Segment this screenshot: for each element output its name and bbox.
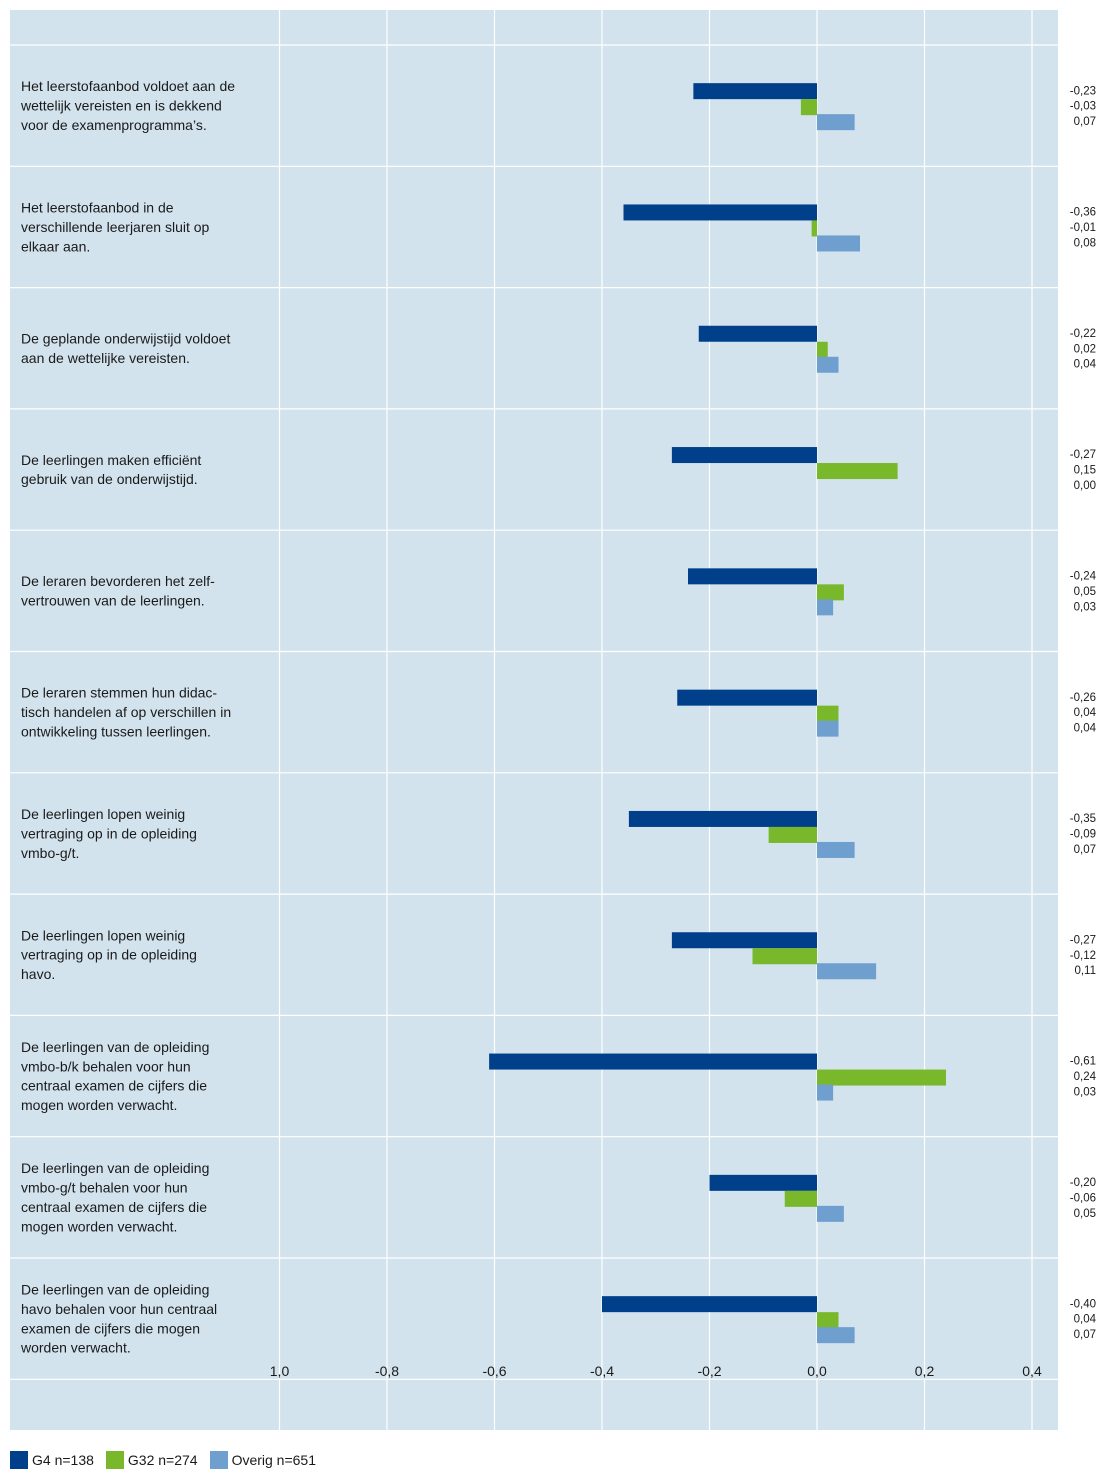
value-label-g4: -0,27 [1070,934,1096,946]
bar-g32 [784,1190,817,1207]
value-label-g4: -0,61 [1070,1056,1096,1068]
legend-swatch-g32 [105,1451,124,1469]
x-tick-label: -0,2 [697,1363,721,1379]
value-label-g4: -0,24 [1070,570,1097,582]
value-label-g4: -0,23 [1070,85,1096,97]
value-label-g32: 0,02 [1074,343,1096,355]
category-label: De geplande onderwijstijd voldoet aan de … [21,330,230,365]
bar-g4 [698,325,817,342]
legend-label-g4: G4 n=138 [32,1452,94,1468]
bar-overig [817,720,839,737]
value-label-overig: 0,05 [1074,1208,1096,1220]
value-label-overig: 0,04 [1074,359,1097,371]
x-tick-label: 0,4 [1022,1363,1042,1379]
bar-g4 [489,1053,817,1070]
value-label-overig: 0,11 [1074,965,1096,977]
x-tick-label: 0,0 [807,1363,827,1379]
category-label: Het leerstofaanbod in de verschillende le… [21,199,210,254]
value-label-g32: -0,06 [1070,1192,1096,1204]
value-label-g32: 0,15 [1074,465,1096,477]
legend-item-g4: G4 n=138 [10,1451,94,1469]
bar-g32 [817,463,898,480]
value-label-g32: 0,04 [1074,1314,1097,1326]
category-label: De leerlingen van de opleiding vmbo-g/t b… [21,1160,209,1234]
value-label-overig: 0,07 [1074,1329,1096,1341]
category-label: De leraren bevorderen het zelf-vertrouwe… [21,573,215,608]
value-label-overig: 0,03 [1074,1086,1096,1098]
legend-label-overig: Overig n=651 [231,1452,317,1468]
bar-overig [817,235,860,252]
value-label-g4: -0,36 [1070,207,1096,219]
bar-overig [817,114,855,131]
bar-g32 [752,948,817,965]
category-label: De leerlingen lopen weinig vertraging op … [21,806,197,861]
bar-g32 [811,220,817,237]
bar-g4 [623,204,817,221]
value-label-overig: 0,00 [1074,480,1096,492]
value-label-g4: -0,40 [1070,1298,1096,1310]
category-label: Het leerstofaanbod voldoet aan de wetteli… [20,78,235,133]
bar-g4 [709,1174,817,1191]
value-label-g32: -0,01 [1070,222,1096,234]
bar-g4 [677,689,817,706]
value-label-g4: -0,20 [1070,1177,1096,1189]
value-label-g32: -0,12 [1070,950,1096,962]
bar-overig [817,841,855,858]
bar-g32 [817,1312,839,1329]
value-label-g32: 0,24 [1074,1071,1097,1083]
value-label-overig: 0,07 [1074,116,1096,128]
bar-overig [817,599,834,616]
category-label: De leerlingen van de opleiding vmbo-b/k b… [21,1039,209,1113]
value-label-overig: 0,04 [1074,723,1097,735]
bar-g32 [768,826,817,843]
value-label-overig: 0,07 [1074,844,1096,856]
bar-g4 [671,932,817,949]
bar-g32 [817,341,828,358]
category-label: De leerlingen van de opleiding havo behal… [20,1281,217,1355]
legend-label-g32: G32 n=274 [127,1452,198,1468]
bar-overig [817,963,877,980]
x-tick-label: 0,2 [915,1363,935,1379]
value-label-overig: 0,08 [1074,237,1096,249]
bar-overig [817,1327,855,1344]
x-tick-label: -0,4 [590,1363,614,1379]
bar-g32 [817,1069,946,1086]
bar-overig [817,1084,834,1101]
category-label: De leerlingen maken efficiënt gebruik van… [21,452,201,487]
bar-overig [817,1205,844,1222]
bar-g32 [817,705,839,722]
category-label: De leraren stemmen hun didac-tisch hande… [21,685,231,740]
value-label-g32: 0,05 [1074,586,1096,598]
x-tick-label: -0,8 [375,1363,399,1379]
legend-swatch-g4 [10,1451,28,1469]
bar-g4 [602,1296,817,1313]
bar-g4 [693,83,817,100]
value-label-g32: -0,09 [1070,828,1096,840]
value-label-g32: 0,04 [1074,707,1097,719]
category-label: De leerlingen lopen weinig vertraging op … [21,927,197,982]
bar-overig [817,356,839,373]
value-label-g32: -0,03 [1070,101,1096,113]
bar-g4 [688,568,817,585]
value-label-g4: -0,27 [1070,449,1096,461]
bar-g4 [628,810,817,827]
legend-item-overig: Overig n=651 [209,1451,317,1469]
x-tick-label: 1,0 [270,1363,290,1379]
bar-g4 [671,447,817,464]
bar-g32 [817,584,844,601]
legend-item-g32: G32 n=274 [105,1451,198,1469]
legend-swatch-overig [209,1451,228,1469]
value-label-g4: -0,22 [1070,328,1096,340]
x-tick-label: -0,6 [482,1363,506,1379]
value-label-g4: -0,26 [1070,692,1096,704]
bar-g32 [800,99,817,116]
plot-background [10,10,1058,1430]
value-label-overig: 0,03 [1074,601,1096,613]
value-label-g4: -0,35 [1070,813,1096,825]
legend: G4 n=138 G32 n=274 Overig n=651 [10,1451,328,1469]
